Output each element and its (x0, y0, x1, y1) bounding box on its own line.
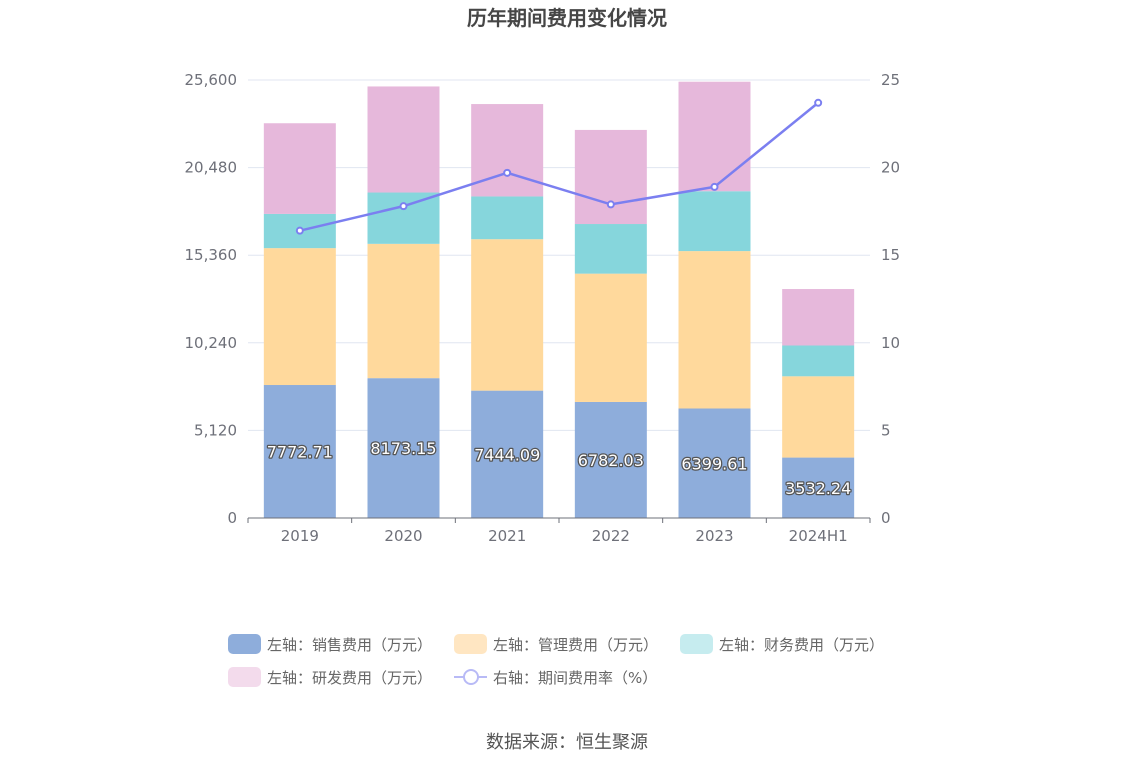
x-axis-tick-label: 2024H1 (789, 527, 848, 545)
rate-point (503, 168, 512, 177)
legend-item-admin[interactable]: 左轴：管理费用（万元） (454, 634, 658, 655)
bar-segment-2 (471, 196, 544, 240)
right-axis-tick-label: 15 (881, 246, 900, 264)
bar-segment-2 (782, 345, 855, 377)
left-axis-tick-label: 10,240 (185, 334, 238, 352)
data-source: 数据来源：恒生聚源 (486, 732, 648, 753)
right-axis-tick-label: 25 (881, 71, 900, 89)
rate-line (299, 101, 819, 232)
left-axis-tick-label: 5,120 (194, 421, 237, 439)
x-axis-tick-label: 2020 (384, 527, 422, 545)
bar-segment-1 (367, 243, 440, 379)
bar-segment-0 (471, 390, 544, 518)
bar-segment-1 (263, 248, 336, 386)
x-axis-tick-label: 2022 (592, 527, 630, 545)
right-axis-tick-label: 20 (881, 159, 900, 177)
legend-swatch-sales (228, 634, 261, 654)
bar-segment-3 (471, 104, 544, 197)
bar-segment-2 (574, 224, 647, 274)
bar-data-label: 7772.71 (267, 443, 333, 462)
legend-item-rate[interactable]: 右轴：期间费用率（%） (454, 667, 657, 688)
bar-segment-3 (367, 86, 440, 193)
legend-label-finance: 左轴：财务费用（万元） (719, 635, 885, 654)
rate-point (399, 202, 408, 211)
chart-plot: 0 0 5,120 5 10,240 10 15,360 15 20,480 20 25,600 25… (185, 71, 901, 545)
bar-data-label: 3532.24 (785, 479, 851, 498)
bar-segment-1 (574, 273, 647, 402)
legend-row-1: 左轴：销售费用（万元） 左轴：管理费用（万元） 左轴：财务费用（万元） (228, 632, 928, 656)
left-axis-tick-label: 15,360 (185, 246, 238, 264)
left-axis-tick-label: 25,600 (185, 71, 238, 89)
x-axis-tick-label: 2019 (281, 527, 319, 545)
legend-label-admin: 左轴：管理费用（万元） (493, 635, 659, 654)
legend-label-rnd: 左轴：研发费用（万元） (267, 668, 433, 687)
legend-swatch-rnd (228, 667, 261, 687)
legend-label-rate: 右轴：期间费用率（%） (493, 668, 658, 687)
bar-segment-2 (678, 191, 751, 252)
right-axis-tick-label: 0 (881, 509, 891, 527)
x-axis-tick-label: 2021 (488, 527, 526, 545)
bar-data-label: 8173.15 (370, 439, 436, 458)
bar-segment-2 (367, 192, 440, 244)
rate-point (710, 182, 719, 191)
legend-swatch-admin (454, 634, 488, 654)
legend-swatch-rate (454, 667, 488, 687)
legend-item-rnd[interactable]: 左轴：研发费用（万元） (228, 667, 432, 688)
bar-segment-3 (263, 123, 336, 214)
x-axis-tick-label: 2023 (695, 527, 733, 545)
bar-segment-0 (367, 378, 440, 518)
bar-segment-0 (782, 457, 855, 518)
bar-segment-1 (678, 251, 751, 409)
bar-segment-0 (263, 385, 336, 518)
right-axis-tick-label: 10 (881, 334, 900, 352)
legend-row-2: 左轴：研发费用（万元） 右轴：期间费用率（%） (228, 665, 928, 689)
left-axis-tick-label: 0 (227, 509, 237, 527)
bar-segment-3 (574, 129, 647, 225)
legend-swatch-finance (680, 634, 714, 654)
legend-item-finance[interactable]: 左轴：财务费用（万元） (680, 634, 884, 655)
bar-segment-0 (678, 408, 751, 518)
right-axis-tick-label: 5 (881, 421, 891, 439)
rate-point (295, 226, 304, 235)
chart-title: 历年期间费用变化情况 (467, 6, 667, 30)
bar-segment-1 (471, 239, 544, 391)
bar-segment-3 (678, 81, 751, 192)
bar-data-label: 6782.03 (578, 451, 644, 470)
bar-segment-3 (782, 289, 855, 346)
rate-point (606, 200, 615, 209)
bar-segment-1 (782, 376, 855, 458)
rate-point (814, 98, 823, 107)
chart-legend: 左轴：销售费用（万元） 左轴：管理费用（万元） 左轴：财务费用（万元） 左轴：研… (228, 632, 928, 698)
left-axis-tick-label: 20,480 (185, 159, 238, 177)
legend-item-sales[interactable]: 左轴：销售费用（万元） (228, 634, 432, 655)
bar-segment-0 (574, 401, 647, 518)
bar-data-label: 6399.61 (681, 454, 747, 473)
bar-data-label: 7444.09 (474, 445, 540, 464)
legend-label-sales: 左轴：销售费用（万元） (267, 635, 433, 654)
